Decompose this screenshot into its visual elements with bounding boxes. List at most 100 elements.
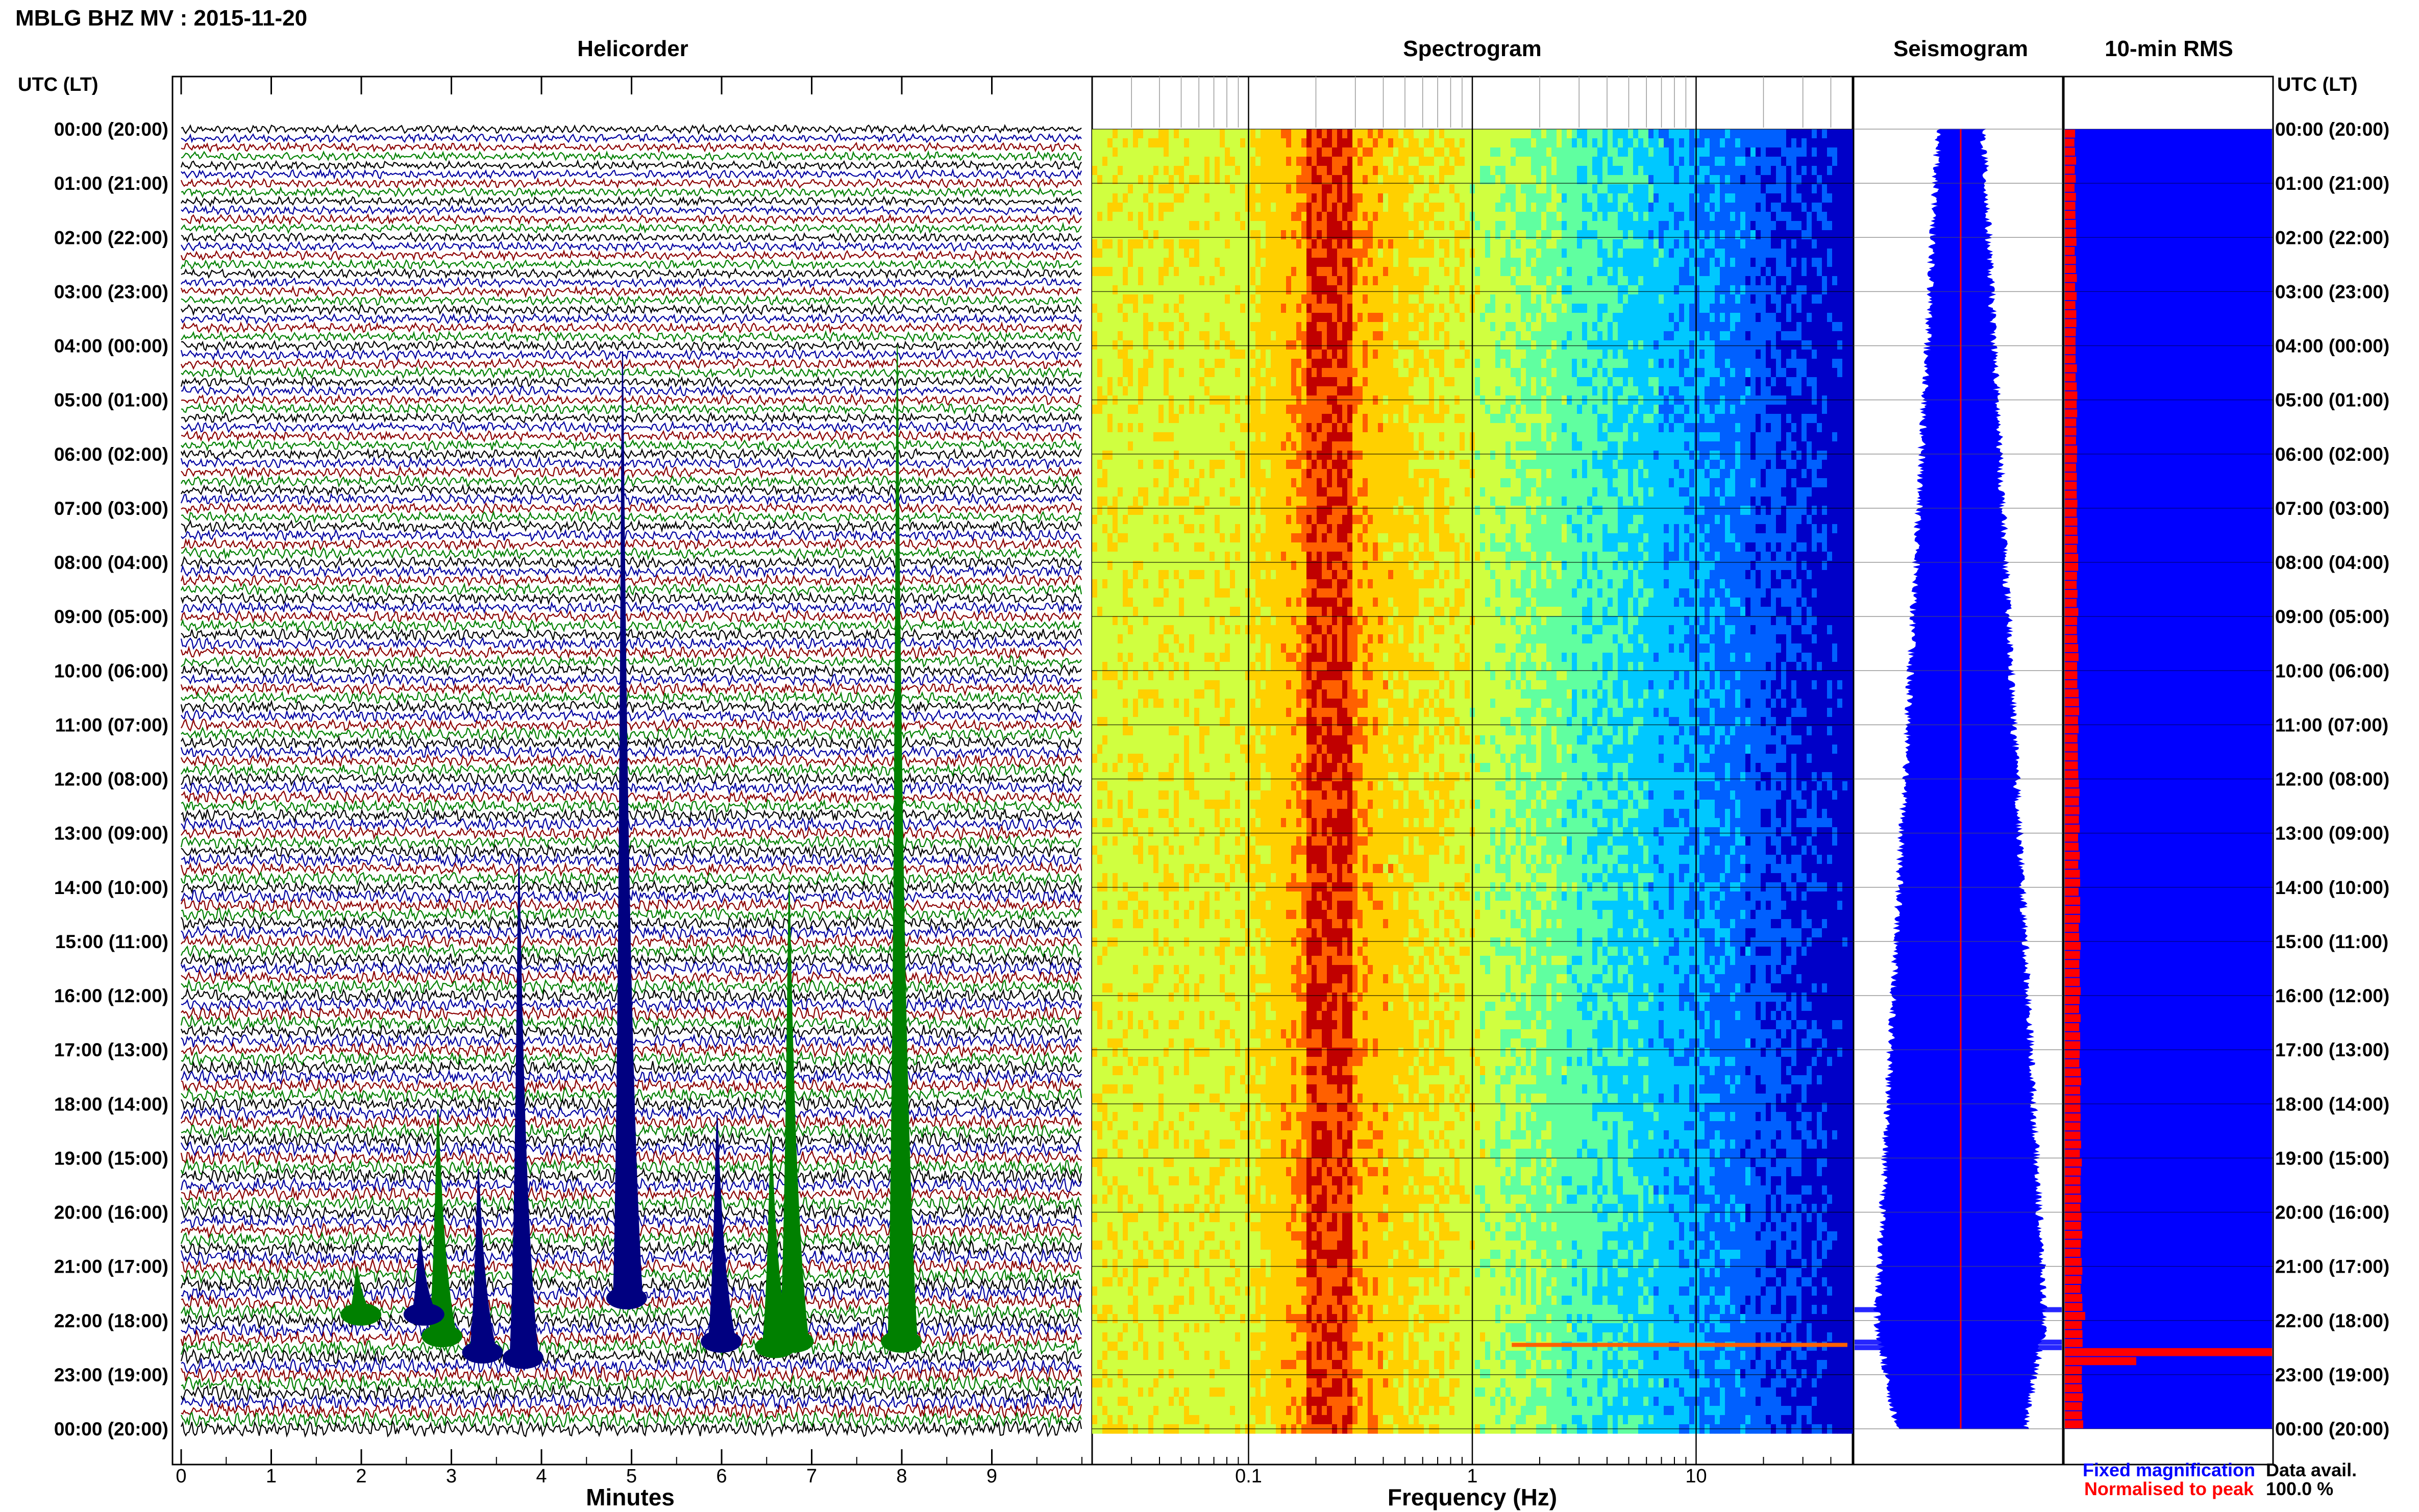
spectrogram-cell (1184, 203, 1190, 212)
spectrogram-cell (1730, 276, 1736, 286)
spectrogram-cell (1557, 212, 1562, 221)
spectrogram-cell (1113, 304, 1118, 313)
spectrogram-cell (1689, 147, 1695, 157)
spectrogram-cell (1832, 157, 1838, 166)
spectrogram-cell (1255, 249, 1261, 258)
spectrogram-cell (1261, 276, 1266, 286)
spectrogram-cell (1429, 258, 1435, 267)
spectrogram-cell (1822, 350, 1828, 359)
spectrogram-cell (1725, 147, 1731, 157)
spectrogram-cell (1776, 203, 1782, 212)
spectrogram-cell (1725, 267, 1731, 277)
spectrogram-cell (1184, 258, 1190, 267)
spectrogram-cell (1577, 340, 1583, 350)
spectrogram-cell (1403, 377, 1409, 387)
spectrogram-cell (1398, 203, 1404, 212)
spectrogram-cell (1342, 377, 1348, 387)
spectrogram-cell (1832, 322, 1838, 332)
spectrogram-cell (1220, 221, 1225, 231)
spectrogram-cell (1705, 193, 1710, 203)
spectrogram-cell (1531, 239, 1537, 249)
helicorder-event (779, 882, 810, 1348)
spectrogram-cell (1143, 313, 1149, 323)
spectrogram-cell (1460, 138, 1465, 148)
spectrogram-cell (1812, 414, 1817, 424)
spectrogram-cell (1383, 386, 1389, 396)
spectrogram-cell (1730, 239, 1736, 249)
spectrogram-cell (1505, 276, 1511, 286)
spectrogram-cell (1551, 258, 1557, 267)
spectrogram-cell (1490, 193, 1496, 203)
spectrogram-cell (1587, 157, 1593, 166)
spectrogram-cell (1148, 368, 1154, 378)
spectrogram-cell (1592, 230, 1598, 240)
spectrogram-cell (1148, 294, 1154, 304)
spectrogram-cell (1776, 414, 1782, 424)
spectrogram-cell (1638, 258, 1644, 267)
spectrogram-cell (1449, 147, 1455, 157)
spectrogram-cell (1184, 405, 1190, 414)
spectrogram-cell (1306, 285, 1312, 295)
spectrogram-cell (1531, 331, 1537, 341)
spectrogram-cell (1393, 239, 1399, 249)
spectrogram-cell (1659, 203, 1664, 212)
spectrogram-cell (1215, 322, 1220, 332)
spectrogram-cell (1475, 340, 1480, 350)
spectrogram-cell (1832, 166, 1838, 176)
spectrogram-cell (1235, 350, 1241, 359)
spectrogram-cell (1261, 304, 1266, 313)
spectrogram-cell (1495, 212, 1501, 221)
spectrogram-cell (1531, 129, 1537, 139)
spectrogram-cell (1281, 138, 1287, 148)
spectrogram-cell (1250, 377, 1256, 387)
spectrogram-cell (1516, 350, 1521, 359)
spectrogram-cell (1210, 221, 1215, 231)
spectrogram-cell (1669, 193, 1674, 203)
spectrogram-cell (1715, 368, 1720, 378)
spectrogram-cell (1378, 377, 1384, 387)
spectrogram-cell (1342, 331, 1348, 341)
spectrogram-cell (1771, 285, 1776, 295)
spectrogram-cell (1113, 166, 1118, 176)
spectrogram-cell (1572, 340, 1577, 350)
spectrogram-cell (1546, 175, 1552, 185)
spectrogram-cell (1842, 212, 1848, 221)
spectrogram-cell (1414, 405, 1419, 414)
spectrogram-cell (1516, 322, 1521, 332)
spectrogram-cell (1689, 157, 1695, 166)
spectrogram-cell (1485, 230, 1491, 240)
spectrogram-cell (1847, 377, 1853, 387)
spectrogram-cell (1587, 340, 1593, 350)
spectrogram-cell (1261, 230, 1266, 240)
spectrogram-cell (1679, 368, 1685, 378)
spectrogram-cell (1781, 368, 1787, 378)
spectrogram-cell (1102, 359, 1108, 368)
spectrogram-cell (1613, 239, 1618, 249)
spectrogram-cell (1444, 386, 1450, 396)
spectrogram-cell (1123, 212, 1128, 221)
spectrogram-cell (1562, 193, 1567, 203)
spectrogram-cell (1449, 359, 1455, 368)
spectrogram-cell (1511, 221, 1516, 231)
spectrogram-cell (1592, 276, 1598, 286)
spectrogram-cell (1521, 267, 1526, 277)
spectrogram-cell (1684, 138, 1690, 148)
spectrogram-cell (1608, 267, 1613, 277)
spectrogram-cell (1454, 350, 1460, 359)
spectrogram-cell (1352, 386, 1358, 396)
spectrogram-cell (1628, 267, 1634, 277)
spectrogram-cell (1684, 157, 1690, 166)
spectrogram-cell (1705, 405, 1710, 414)
spectrogram-cell (1567, 230, 1572, 240)
spectrogram-cell (1143, 322, 1149, 332)
spectrogram-cell (1648, 414, 1654, 424)
spectrogram-cell (1107, 157, 1113, 166)
spectrogram-cell (1480, 258, 1486, 267)
spectrogram-cell (1505, 129, 1511, 139)
spectrogram-cell (1363, 267, 1368, 277)
spectrogram-cell (1393, 276, 1399, 286)
spectrogram-cell (1128, 304, 1133, 313)
spectrogram-cell (1475, 331, 1480, 341)
spectrogram-cell (1306, 258, 1312, 267)
spectrogram-cell (1271, 414, 1276, 424)
